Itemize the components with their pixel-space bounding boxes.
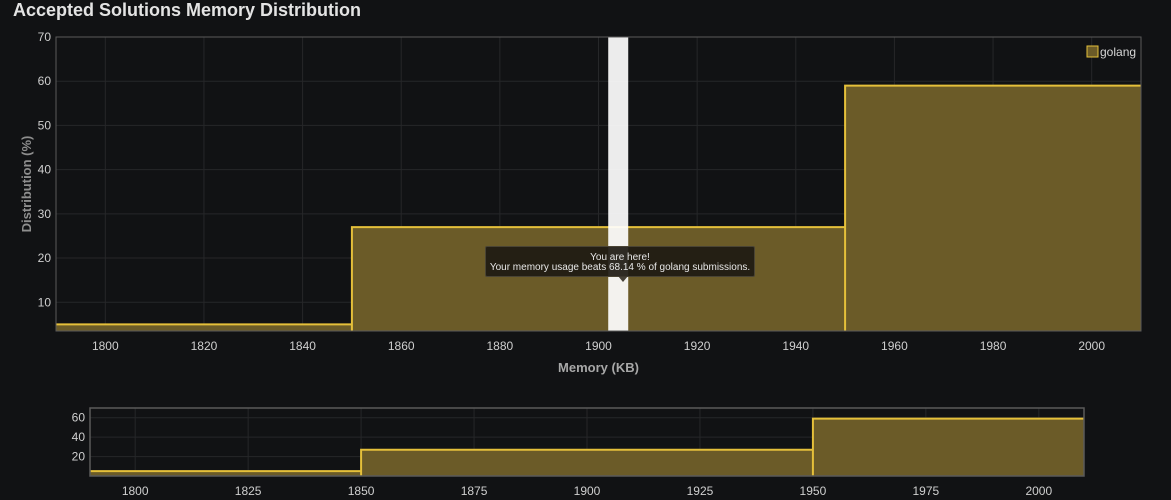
navigator-x-ticks: 1800 1825 1850 1875 1900 1925 1950 1975 2000 [122,484,1053,498]
y-tick-label: 30 [38,207,52,221]
x-tick-label: 2000 [1078,339,1105,353]
x-tick-label: 1850 [348,484,375,498]
x-tick-label: 1960 [881,339,908,353]
x-tick-label: 1820 [191,339,218,353]
x-tick-label: 1800 [122,484,149,498]
x-tick-label: 1800 [92,339,119,353]
navigator-bin-2[interactable] [812,418,1084,476]
x-tick-label: 1920 [684,339,711,353]
tooltip-line-2: Your memory usage beats 68.14 % of golan… [489,262,751,273]
x-tick-label: 1860 [388,339,415,353]
tooltip-arrow [618,276,628,282]
y-tick-label: 10 [38,295,52,309]
x-tick-label: 1880 [487,339,514,353]
chart-title: Accepted Solutions Memory Distribution [13,0,362,20]
tooltip-line-1: You are here! [590,252,650,263]
navigator-frame[interactable] [89,407,1085,477]
x-tick-label: 1925 [687,484,714,498]
x-tick-label: 1840 [289,339,316,353]
y-tick-label: 60 [72,411,86,425]
x-tick-label: 1875 [461,484,488,498]
y-axis-label: Distribution (%) [19,136,34,233]
x-tick-label: 1825 [235,484,262,498]
x-tick-label: 1940 [782,339,809,353]
main-plot-frame [55,36,1142,332]
y-tick-label: 50 [38,118,52,132]
x-tick-label: 1900 [574,484,601,498]
main-series-line [56,84,1141,331]
legend-swatch-golang [1086,45,1099,58]
navigator-series-golang[interactable] [90,417,1084,476]
legend[interactable]: golang [1086,45,1136,59]
you-are-here-band [608,37,629,331]
y-tick-label: 70 [38,30,52,44]
x-tick-label: 1975 [913,484,940,498]
x-axis-label: Memory (KB) [558,360,639,375]
y-tick-label: 60 [38,74,52,88]
main-y-ticks: 10 20 30 40 50 60 70 [38,30,52,309]
main-bin-0[interactable] [56,324,352,331]
x-tick-label: 1900 [585,339,612,353]
main-bin-2[interactable] [845,85,1141,331]
y-tick-label: 40 [38,163,52,177]
navigator-bin-1[interactable] [361,449,813,476]
navigator-bin-0[interactable] [90,471,362,476]
y-tick-label: 40 [72,430,86,444]
navigator-series-line [90,417,1084,476]
x-tick-label: 2000 [1025,484,1052,498]
tooltip: You are here! Your memory usage beats 68… [485,246,755,282]
y-tick-label: 20 [72,450,86,464]
x-tick-label: 1980 [980,339,1007,353]
x-tick-label: 1950 [800,484,827,498]
main-x-ticks: 1800 1820 1840 1860 1880 1900 1920 1940 1960 1980… [92,339,1105,353]
main-series-golang[interactable] [56,84,1141,331]
legend-label-golang[interactable]: golang [1100,45,1136,59]
y-tick-label: 20 [38,251,52,265]
navigator-y-ticks: 20 40 60 [72,411,86,464]
main-bin-1[interactable] [351,227,846,331]
